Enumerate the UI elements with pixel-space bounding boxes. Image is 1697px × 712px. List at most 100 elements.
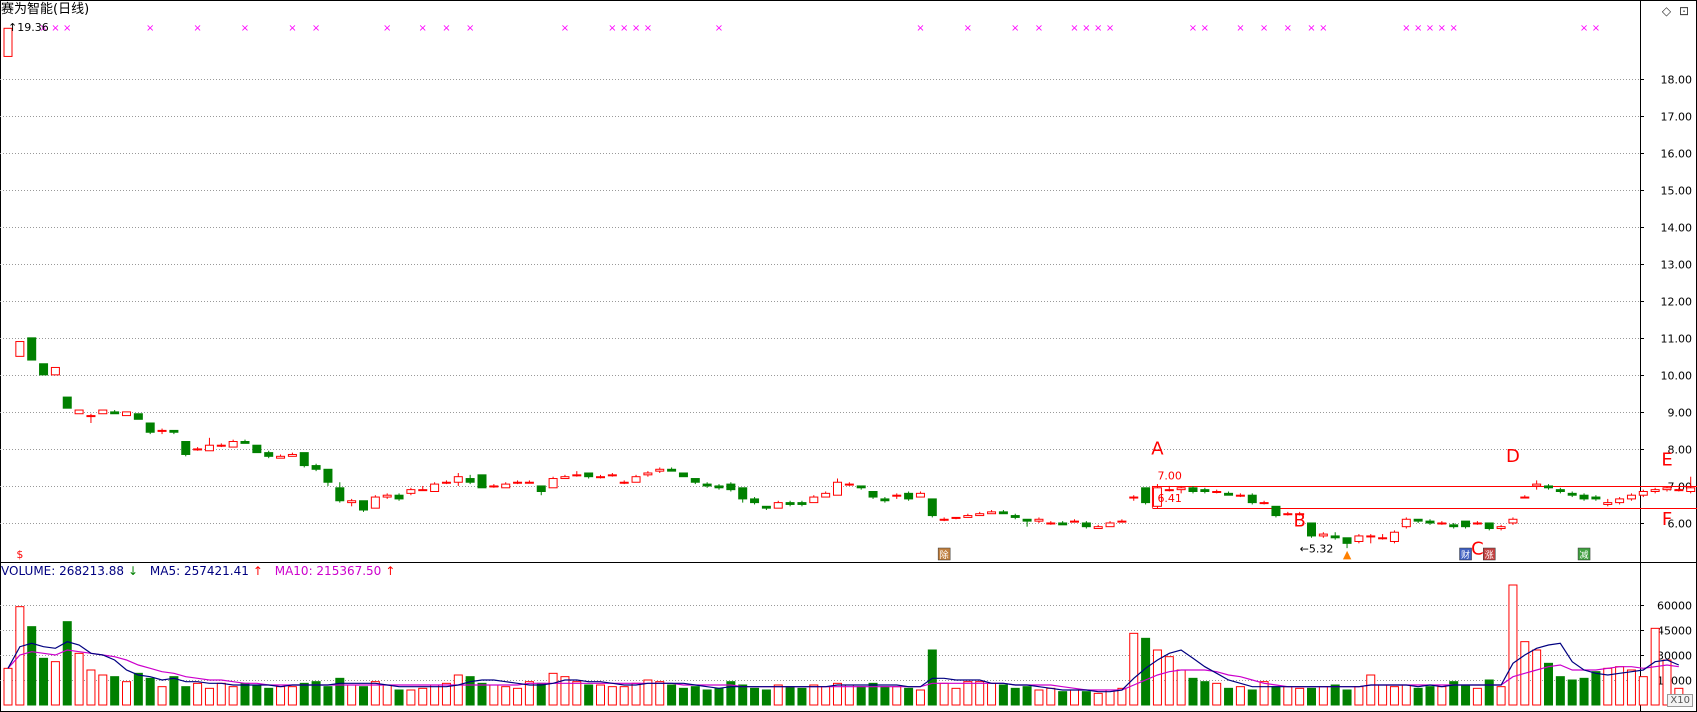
volume-bar [1307,687,1316,706]
candle-body [1650,489,1660,493]
candle-body [1105,522,1115,528]
candle-body [1449,524,1459,528]
candle-body [524,481,534,484]
volume-bar [1259,681,1269,706]
candle-body [181,441,191,455]
scale-button[interactable]: X10 [1667,694,1693,707]
volume-bar [1425,686,1435,706]
volume-bar [975,681,985,706]
event-badge-label: 除 [940,549,949,561]
candle-body [15,341,25,357]
volume-bar [1461,684,1471,706]
volume-bar [797,687,807,706]
volume-bar [915,689,925,706]
candle-body [915,492,925,498]
price-tick-label: 10.00 [1661,370,1693,383]
candle-body [513,481,523,484]
price-tick-label: 8.00 [1668,444,1693,457]
volume-bar [643,679,653,706]
candle-body [1544,485,1553,489]
candle-body [216,444,226,447]
event-mark: ▲ [1343,548,1352,561]
candle-body [1034,518,1044,522]
window-icon[interactable]: ⊡ [1678,4,1689,18]
ma5-line [7,641,1680,693]
volume-bar [240,682,250,706]
candle-body [1686,487,1696,493]
candle-body [738,487,748,500]
volume-bar [1164,656,1174,706]
volume-bar [690,686,700,706]
volume-bar [1496,686,1506,706]
price-annotation: ←5.32 [1300,543,1334,556]
signal-marker: × [1580,23,1588,34]
signal-marker: × [1260,23,1268,34]
candle-body [1472,522,1482,525]
candle-body [1662,487,1672,491]
volume-bar [1283,686,1293,706]
candle-body [797,502,807,505]
candle-body [406,489,416,494]
volume-bar [1058,691,1068,706]
candle-body [631,476,641,483]
volume-bar [1366,674,1376,706]
signal-marker: × [1450,23,1458,34]
volume-bar [1508,584,1518,706]
volume-bar [1081,691,1091,706]
candle-body [323,468,333,483]
volume-bar [1247,689,1257,706]
volume-bar [738,684,748,706]
signal-marker: × [1035,23,1043,34]
volume-bar [1579,677,1589,706]
volume-bar [584,684,594,706]
signal-marker: × [1307,23,1315,34]
candle-body [655,468,665,472]
candle-body [1141,487,1151,504]
volume-bar [951,687,961,706]
signal-marker: × [466,23,474,34]
candle-body [548,478,558,489]
volume-tick-label: 45000 [1657,625,1692,638]
signal-marker: × [1319,23,1327,34]
volume-bar [1342,689,1352,706]
candle-body [1259,502,1269,505]
candle-body [1508,518,1518,524]
candle-body [927,498,937,517]
signal-marker: × [241,23,249,34]
candle-body [1224,492,1234,496]
volume-bar [193,682,203,706]
candle-body [572,474,582,477]
candle-body [1093,526,1103,530]
volume-bar [1544,662,1553,706]
candle-body [3,27,13,57]
candle-body [193,448,203,451]
signal-marker: × [312,23,320,34]
volume-bar [430,684,440,706]
volume-bar [655,681,665,706]
volume-bar [133,672,143,706]
volume-bar [489,684,499,706]
signal-marker: × [146,23,154,34]
candle-body [998,511,1008,515]
volume-bar [98,674,108,706]
volume-bar [1449,681,1459,706]
candle-body [750,498,760,504]
volume-bar [821,686,831,706]
volume-bar [228,686,238,706]
volume-bar [678,687,688,706]
volume-bar [264,687,274,706]
volume-bar [335,677,345,706]
ma10-value: MA10: 215367.50 ↑ [274,564,396,578]
candle-body [1638,491,1648,496]
volume-bar [418,687,428,706]
candle-body [50,366,60,376]
candle-body [1046,522,1056,525]
event-badge [937,547,951,561]
candle-body [1188,487,1198,493]
candle-body [1022,518,1032,522]
volume-tick-label: 30000 [1657,650,1692,663]
diamond-icon[interactable]: ◇ [1661,4,1672,18]
candle-body [122,411,131,417]
candle-body [74,409,84,415]
